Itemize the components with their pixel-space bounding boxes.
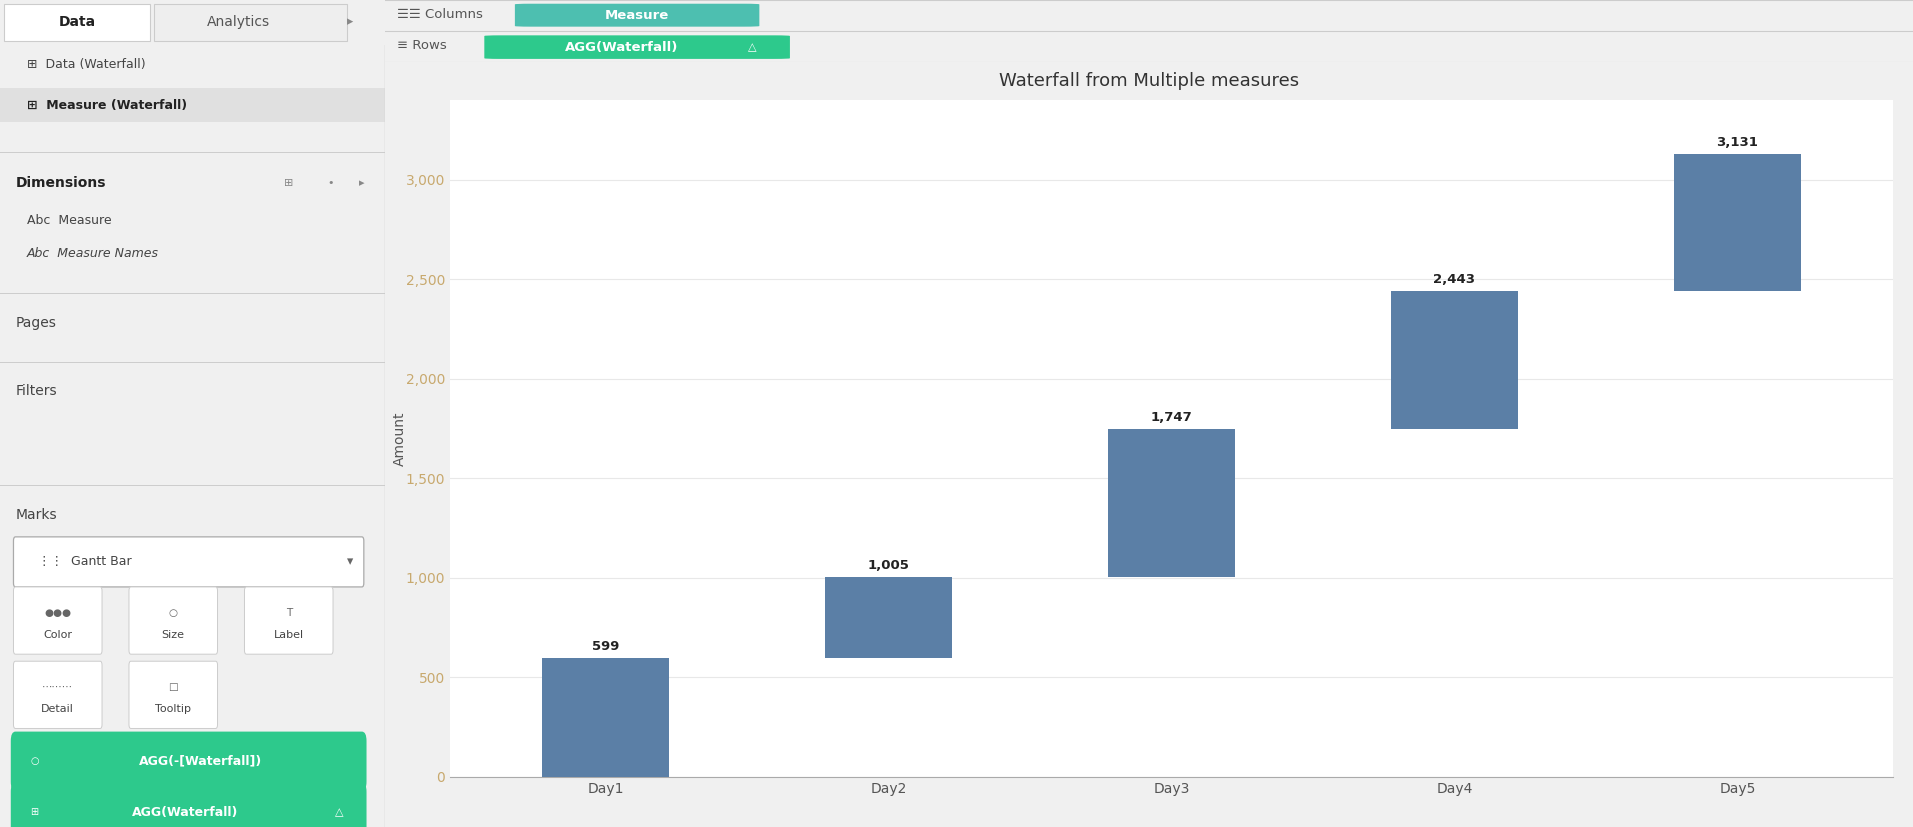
Text: AGG(Waterfall): AGG(Waterfall) bbox=[564, 41, 679, 54]
Text: Color: Color bbox=[44, 629, 73, 639]
Text: Marks: Marks bbox=[15, 508, 57, 522]
Text: ⊞: ⊞ bbox=[283, 179, 293, 189]
Text: ≡ Rows: ≡ Rows bbox=[398, 40, 448, 52]
FancyBboxPatch shape bbox=[484, 36, 790, 59]
FancyBboxPatch shape bbox=[4, 3, 149, 41]
Text: Filters: Filters bbox=[15, 385, 57, 399]
FancyBboxPatch shape bbox=[13, 662, 101, 729]
Text: 1,747: 1,747 bbox=[1150, 411, 1192, 424]
Text: AGG(-[Waterfall]): AGG(-[Waterfall]) bbox=[138, 755, 262, 767]
Text: Analytics: Analytics bbox=[207, 15, 270, 29]
Text: Abc  Measure: Abc Measure bbox=[27, 214, 111, 227]
Text: △: △ bbox=[335, 807, 342, 817]
FancyBboxPatch shape bbox=[11, 782, 367, 827]
Text: ●●●: ●●● bbox=[44, 608, 71, 618]
Text: ▾: ▾ bbox=[348, 556, 354, 568]
FancyBboxPatch shape bbox=[245, 587, 333, 654]
Text: Measure: Measure bbox=[605, 9, 670, 22]
Text: ○: ○ bbox=[168, 608, 178, 618]
Text: ⋮⋮  Gantt Bar: ⋮⋮ Gantt Bar bbox=[38, 556, 132, 568]
FancyBboxPatch shape bbox=[128, 587, 218, 654]
Text: ⊞: ⊞ bbox=[31, 807, 38, 817]
FancyBboxPatch shape bbox=[128, 662, 218, 729]
Text: ▸: ▸ bbox=[360, 179, 365, 189]
Bar bbox=[1391, 290, 1519, 429]
FancyBboxPatch shape bbox=[11, 732, 367, 791]
Text: AGG(Waterfall): AGG(Waterfall) bbox=[132, 805, 237, 819]
Text: 3,131: 3,131 bbox=[1716, 136, 1758, 149]
Text: Waterfall from Multiple measures: Waterfall from Multiple measures bbox=[999, 72, 1299, 90]
Text: Abc  Measure Names: Abc Measure Names bbox=[27, 247, 159, 261]
Text: Dimensions: Dimensions bbox=[15, 176, 105, 190]
Text: 1,005: 1,005 bbox=[869, 559, 909, 572]
Bar bbox=[1674, 154, 1800, 290]
Text: Tooltip: Tooltip bbox=[155, 704, 191, 714]
Bar bbox=[825, 577, 953, 657]
Text: Size: Size bbox=[163, 629, 186, 639]
Text: Detail: Detail bbox=[42, 704, 75, 714]
FancyBboxPatch shape bbox=[13, 587, 101, 654]
Text: □: □ bbox=[168, 682, 178, 692]
FancyBboxPatch shape bbox=[515, 3, 759, 26]
FancyBboxPatch shape bbox=[0, 88, 385, 122]
Text: ○: ○ bbox=[31, 757, 38, 767]
Text: Data: Data bbox=[59, 15, 96, 29]
Text: 2,443: 2,443 bbox=[1433, 273, 1475, 285]
Text: Label: Label bbox=[274, 629, 304, 639]
Text: ⊞  Measure (Waterfall): ⊞ Measure (Waterfall) bbox=[27, 98, 187, 112]
Bar bbox=[1108, 429, 1236, 577]
FancyBboxPatch shape bbox=[13, 537, 363, 587]
Text: T: T bbox=[285, 608, 293, 618]
Text: ⋯⋯⋯: ⋯⋯⋯ bbox=[42, 682, 73, 692]
Text: 599: 599 bbox=[591, 640, 620, 653]
Text: Amount: Amount bbox=[394, 411, 407, 466]
FancyBboxPatch shape bbox=[155, 3, 346, 41]
Text: △: △ bbox=[748, 42, 756, 52]
Text: ☰☰ Columns: ☰☰ Columns bbox=[398, 8, 484, 22]
Text: •: • bbox=[327, 179, 335, 189]
Bar bbox=[541, 657, 670, 777]
Text: Pages: Pages bbox=[15, 316, 55, 330]
Text: ⊞  Data (Waterfall): ⊞ Data (Waterfall) bbox=[27, 58, 145, 71]
Text: ▸: ▸ bbox=[348, 15, 354, 28]
